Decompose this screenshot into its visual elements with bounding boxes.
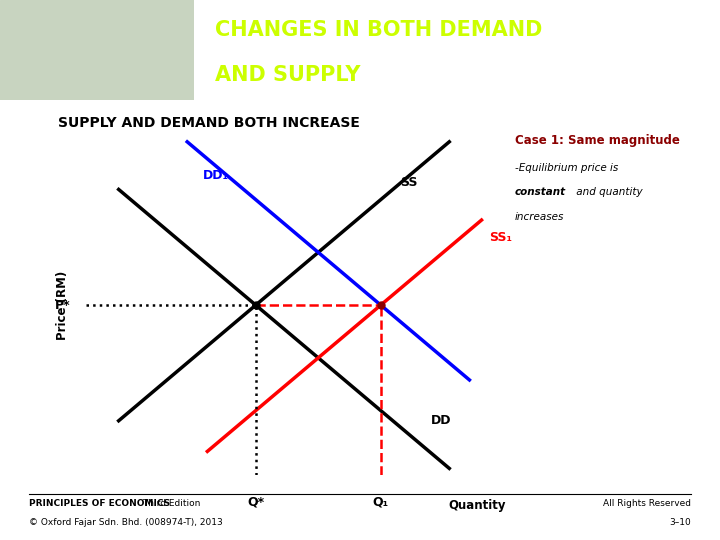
Text: constant: constant: [515, 187, 566, 198]
Text: © Oxford Fajar Sdn. Bhd. (008974-T), 2013: © Oxford Fajar Sdn. Bhd. (008974-T), 201…: [29, 518, 222, 528]
Text: CHANGES IN BOTH DEMAND: CHANGES IN BOTH DEMAND: [215, 20, 543, 40]
Text: -Equilibrium price is: -Equilibrium price is: [515, 163, 618, 173]
Text: P*: P*: [55, 299, 71, 312]
Text: PRINCIPLES OF ECONOMICS: PRINCIPLES OF ECONOMICS: [29, 500, 170, 509]
Text: All Rights Reserved: All Rights Reserved: [603, 500, 691, 509]
Text: AND SUPPLY: AND SUPPLY: [215, 65, 361, 85]
Text: Q₁: Q₁: [373, 496, 389, 509]
Text: DD: DD: [431, 414, 451, 427]
Text: DD₁: DD₁: [202, 170, 228, 183]
Text: Case 1: Same magnitude: Case 1: Same magnitude: [515, 134, 680, 147]
Text: and quantity: and quantity: [573, 187, 643, 198]
Text: increases: increases: [515, 212, 564, 222]
Text: 3–10: 3–10: [670, 518, 691, 528]
Text: Third Edition: Third Edition: [140, 500, 201, 509]
Text: SS₁: SS₁: [490, 231, 513, 244]
Text: SS: SS: [400, 176, 418, 189]
Text: SUPPLY AND DEMAND BOTH INCREASE: SUPPLY AND DEMAND BOTH INCREASE: [58, 116, 359, 130]
Text: Quantity: Quantity: [449, 499, 506, 512]
Text: Q*: Q*: [247, 496, 264, 509]
Text: Price (RM): Price (RM): [55, 271, 68, 340]
